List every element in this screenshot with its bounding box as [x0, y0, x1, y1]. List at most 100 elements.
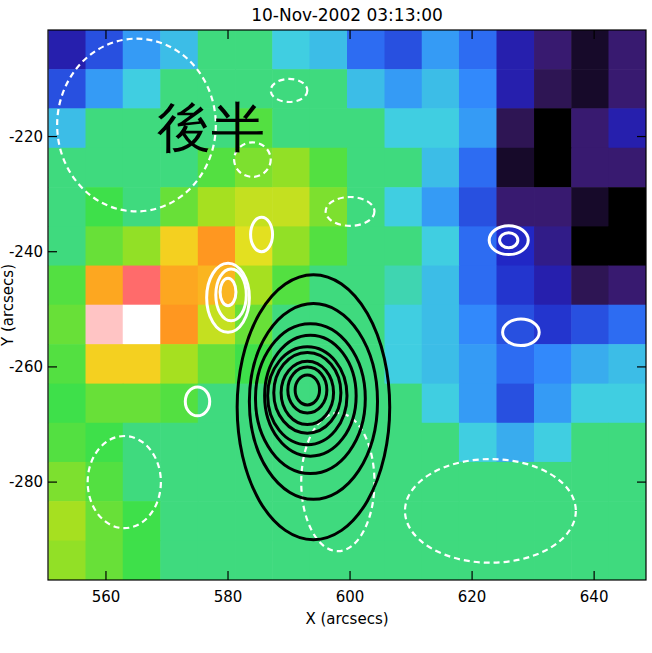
- y-axis-title: Y (arcsecs): [0, 264, 17, 347]
- x-tick: [105, 571, 106, 580]
- heatmap-cell: [459, 148, 497, 188]
- heatmap-cell: [86, 266, 124, 306]
- heatmap-cell: [86, 187, 124, 227]
- contour: [281, 361, 333, 424]
- heatmap-cell: [385, 344, 423, 384]
- heatmap-cell: [198, 541, 236, 580]
- heatmap-cell: [272, 30, 310, 70]
- heatmap-cell: [534, 226, 572, 266]
- heatmap-cell: [571, 384, 609, 424]
- heatmap-cell: [608, 541, 646, 580]
- contour: [288, 367, 327, 413]
- heatmap-cell: [123, 108, 161, 148]
- heatmap-cell: [309, 187, 347, 227]
- x-tick-label: 620: [458, 588, 487, 606]
- heatmap-cell: [86, 541, 124, 580]
- heatmap-cell: [534, 423, 572, 463]
- contour: [220, 278, 236, 306]
- chart: 560580600620640-280-260-240-22010-Nov-20…: [0, 0, 652, 653]
- heatmap-cell: [160, 462, 198, 502]
- x-tick: [227, 571, 228, 580]
- x-tick-label: 560: [92, 588, 121, 606]
- contour: [295, 375, 319, 405]
- heatmap-cell: [422, 226, 460, 266]
- heatmap-cell: [608, 344, 646, 384]
- y-tick-label: -280: [9, 473, 43, 491]
- y-tick: [637, 251, 646, 252]
- title: 10-Nov-2002 03:13:00: [251, 5, 443, 25]
- heatmap-cell: [459, 501, 497, 541]
- heatmap-cell: [459, 305, 497, 345]
- heatmap-cell: [86, 69, 124, 109]
- heatmap-cell: [160, 501, 198, 541]
- heatmap-cell: [422, 501, 460, 541]
- y-tick-label: -260: [9, 358, 43, 376]
- heatmap-cell: [422, 266, 460, 306]
- heatmap-cell: [160, 226, 198, 266]
- heatmap-cell: [86, 108, 124, 148]
- contour: [271, 79, 308, 102]
- heatmap-cell: [86, 30, 124, 70]
- heatmap-cell: [347, 148, 385, 188]
- heatmap-cell: [497, 226, 535, 266]
- contour: [503, 319, 540, 345]
- heatmap-cell: [385, 226, 423, 266]
- heatmap-cell: [608, 266, 646, 306]
- heatmap-cell: [272, 266, 310, 306]
- plot-frame: [48, 30, 646, 580]
- heatmap-cell: [48, 30, 86, 70]
- heatmap-cell: [459, 30, 497, 70]
- contour: [268, 347, 347, 445]
- heatmap-cell: [123, 462, 161, 502]
- heatmap-cell: [160, 423, 198, 463]
- plot-area: [48, 30, 646, 580]
- heatmap-cell: [385, 108, 423, 148]
- heatmap-cell: [123, 266, 161, 306]
- background: [0, 0, 652, 653]
- heatmap-cell: [86, 462, 124, 502]
- heatmap-cell: [48, 541, 86, 580]
- heatmap-cell: [198, 305, 236, 345]
- contour: [326, 197, 375, 226]
- contour: [251, 217, 273, 252]
- heatmap-cell: [160, 266, 198, 306]
- heatmap-cell: [272, 226, 310, 266]
- heatmap-cell: [198, 226, 236, 266]
- heatmap-cell: [571, 226, 609, 266]
- heatmap-cell: [571, 148, 609, 188]
- heatmap-cell: [608, 305, 646, 345]
- x-tick: [349, 571, 350, 580]
- contour: [274, 353, 341, 434]
- heatmap-cell: [347, 69, 385, 109]
- contour: [185, 387, 209, 416]
- contours: [57, 39, 576, 563]
- heatmap-cell: [534, 266, 572, 306]
- heatmap-cell: [385, 501, 423, 541]
- x-tick: [471, 30, 472, 39]
- heatmap-cell: [347, 226, 385, 266]
- heatmap-cell: [86, 148, 124, 188]
- heatmap-cell: [571, 266, 609, 306]
- heatmap-cell: [497, 305, 535, 345]
- heatmap-cell: [123, 187, 161, 227]
- heatmap-cell: [309, 108, 347, 148]
- heatmap-cell: [608, 462, 646, 502]
- axes: 560580600620640-280-260-240-220: [9, 30, 646, 606]
- heatmap-cell: [309, 148, 347, 188]
- heatmap-cell: [347, 30, 385, 70]
- heatmap-cell: [422, 384, 460, 424]
- heatmap-cell: [48, 108, 86, 148]
- heatmap-cell: [160, 305, 198, 345]
- heatmap-cell: [497, 108, 535, 148]
- heatmap-cell: [385, 305, 423, 345]
- heatmap-cell: [422, 305, 460, 345]
- heatmap-cell: [347, 266, 385, 306]
- contour: [216, 269, 247, 321]
- heatmap-cell: [48, 187, 86, 227]
- heatmap-cell: [497, 423, 535, 463]
- heatmap-cell: [534, 69, 572, 109]
- heatmap-cell: [422, 423, 460, 463]
- heatmap-cell: [123, 541, 161, 580]
- heatmap-cell: [123, 226, 161, 266]
- heatmap-cell: [608, 148, 646, 188]
